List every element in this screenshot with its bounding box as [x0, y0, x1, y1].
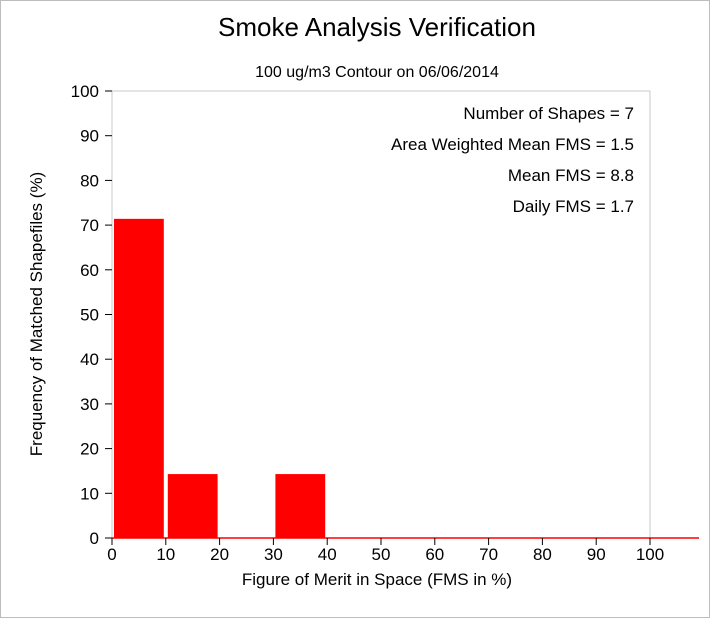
y-tick-label: 0 [90, 529, 99, 548]
y-tick-label: 20 [80, 440, 99, 459]
stat-annotation: Area Weighted Mean FMS = 1.5 [391, 135, 634, 154]
x-tick-label: 20 [210, 545, 229, 564]
chart-title: Smoke Analysis Verification [218, 12, 536, 42]
x-tick-label: 10 [156, 545, 175, 564]
x-tick-label: 70 [479, 545, 498, 564]
x-tick-label: 80 [533, 545, 552, 564]
chart-subtitle: 100 ug/m3 Contour on 06/06/2014 [255, 64, 499, 81]
x-tick-label: 90 [587, 545, 606, 564]
x-axis-ticks: 0 10 20 30 40 50 60 70 80 90 100 [107, 538, 664, 564]
stat-annotation: Mean FMS = 8.8 [508, 166, 634, 185]
y-tick-label: 70 [80, 216, 99, 235]
y-tick-label: 50 [80, 306, 99, 325]
y-tick-label: 40 [80, 350, 99, 369]
stat-annotation: Number of Shapes = 7 [463, 104, 634, 123]
bar-10-20 [167, 474, 218, 538]
y-axis-label: Frequency of Matched Shapefiles (%) [27, 172, 46, 456]
y-axis-ticks: 0 10 20 30 40 50 60 70 80 90 100 [71, 82, 112, 548]
x-tick-label: 40 [318, 545, 337, 564]
y-tick-label: 30 [80, 395, 99, 414]
x-tick-label: 0 [107, 545, 116, 564]
x-tick-label: 30 [264, 545, 283, 564]
y-tick-label: 100 [71, 82, 99, 101]
bars-group [114, 218, 326, 539]
bar-30-40 [275, 474, 326, 538]
x-axis-label: Figure of Merit in Space (FMS in %) [242, 570, 512, 589]
x-tick-label: 60 [425, 545, 444, 564]
bar-0-10 [114, 218, 164, 539]
x-tick-label: 100 [636, 545, 664, 564]
y-tick-label: 80 [80, 171, 99, 190]
y-tick-label: 10 [80, 484, 99, 503]
plot-area [111, 90, 651, 539]
y-tick-label: 60 [80, 261, 99, 280]
plot-border [111, 90, 651, 539]
x-tick-label: 50 [372, 545, 391, 564]
stats-annotations: Number of Shapes = 7 Area Weighted Mean F… [391, 104, 634, 216]
y-tick-label: 90 [80, 127, 99, 146]
stat-annotation: Daily FMS = 1.7 [513, 197, 634, 216]
